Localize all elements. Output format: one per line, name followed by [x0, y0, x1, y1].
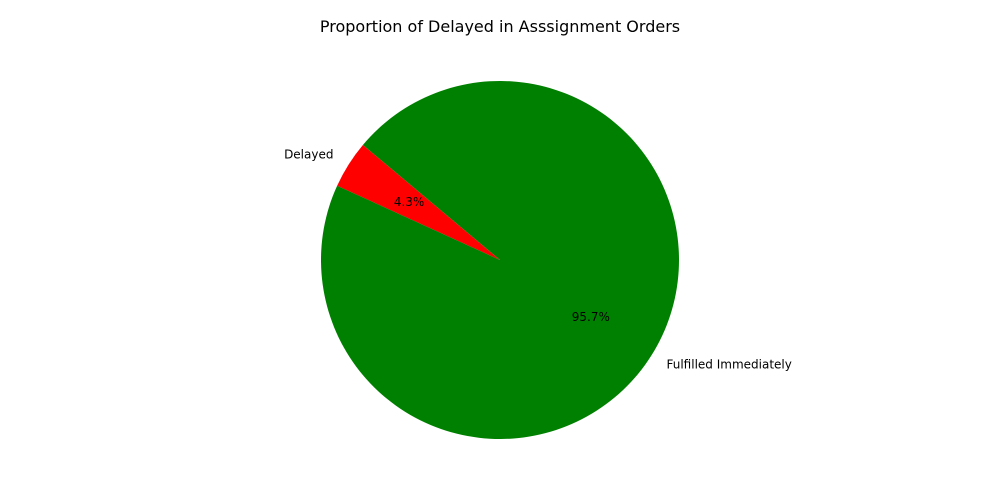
pie-slice-delayed	[337, 144, 500, 260]
chart-title: Proportion of Delayed in Asssignment Ord…	[320, 17, 680, 36]
pie-slice-fulfilled-immediately	[320, 81, 679, 440]
pie-labels: Delayed 4.3% Fulfilled Immediately 95.7%	[284, 147, 792, 371]
slice-percent-fulfilled-immediately: 95.7%	[572, 310, 610, 324]
pie-slices	[320, 81, 679, 440]
slice-label-fulfilled-immediately: Fulfilled Immediately	[667, 358, 792, 372]
slice-label-delayed: Delayed	[284, 147, 333, 161]
slice-percent-delayed: 4.3%	[394, 195, 425, 209]
